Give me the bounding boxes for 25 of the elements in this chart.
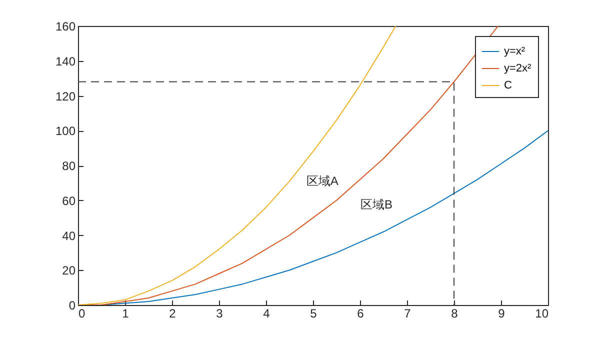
x-tick-label: 3 (216, 306, 224, 320)
y-tick-label: 100 (55, 124, 76, 138)
legend-label: y=x² (504, 46, 526, 58)
x-tick-label: 0 (78, 306, 86, 320)
x-tick-label: 9 (498, 306, 506, 320)
x-tick-label: 10 (535, 306, 549, 320)
x-tick-label: 7 (404, 306, 412, 320)
y-tick-label: 120 (55, 89, 76, 104)
x-tick-label: 6 (357, 306, 364, 320)
legend-label: C (504, 80, 512, 92)
y-tick-label: 160 (55, 20, 76, 34)
annotation: 区域A (306, 174, 338, 188)
x-tick-label: 2 (169, 306, 176, 320)
y-tick-label: 60 (62, 194, 76, 208)
line-series (78, 26, 396, 305)
x-tick-label: 8 (451, 306, 458, 320)
x-tick-label: 5 (310, 306, 318, 320)
y-tick-label: 40 (62, 228, 76, 243)
annotation: 区域B (360, 198, 392, 212)
y-tick-label: 140 (55, 54, 76, 68)
y-tick-label: 20 (62, 264, 76, 278)
legend-label: y=2x² (504, 62, 532, 74)
y-tick-label: 80 (62, 159, 76, 173)
x-tick-label: 1 (122, 306, 130, 320)
x-tick-label: 4 (263, 306, 270, 320)
